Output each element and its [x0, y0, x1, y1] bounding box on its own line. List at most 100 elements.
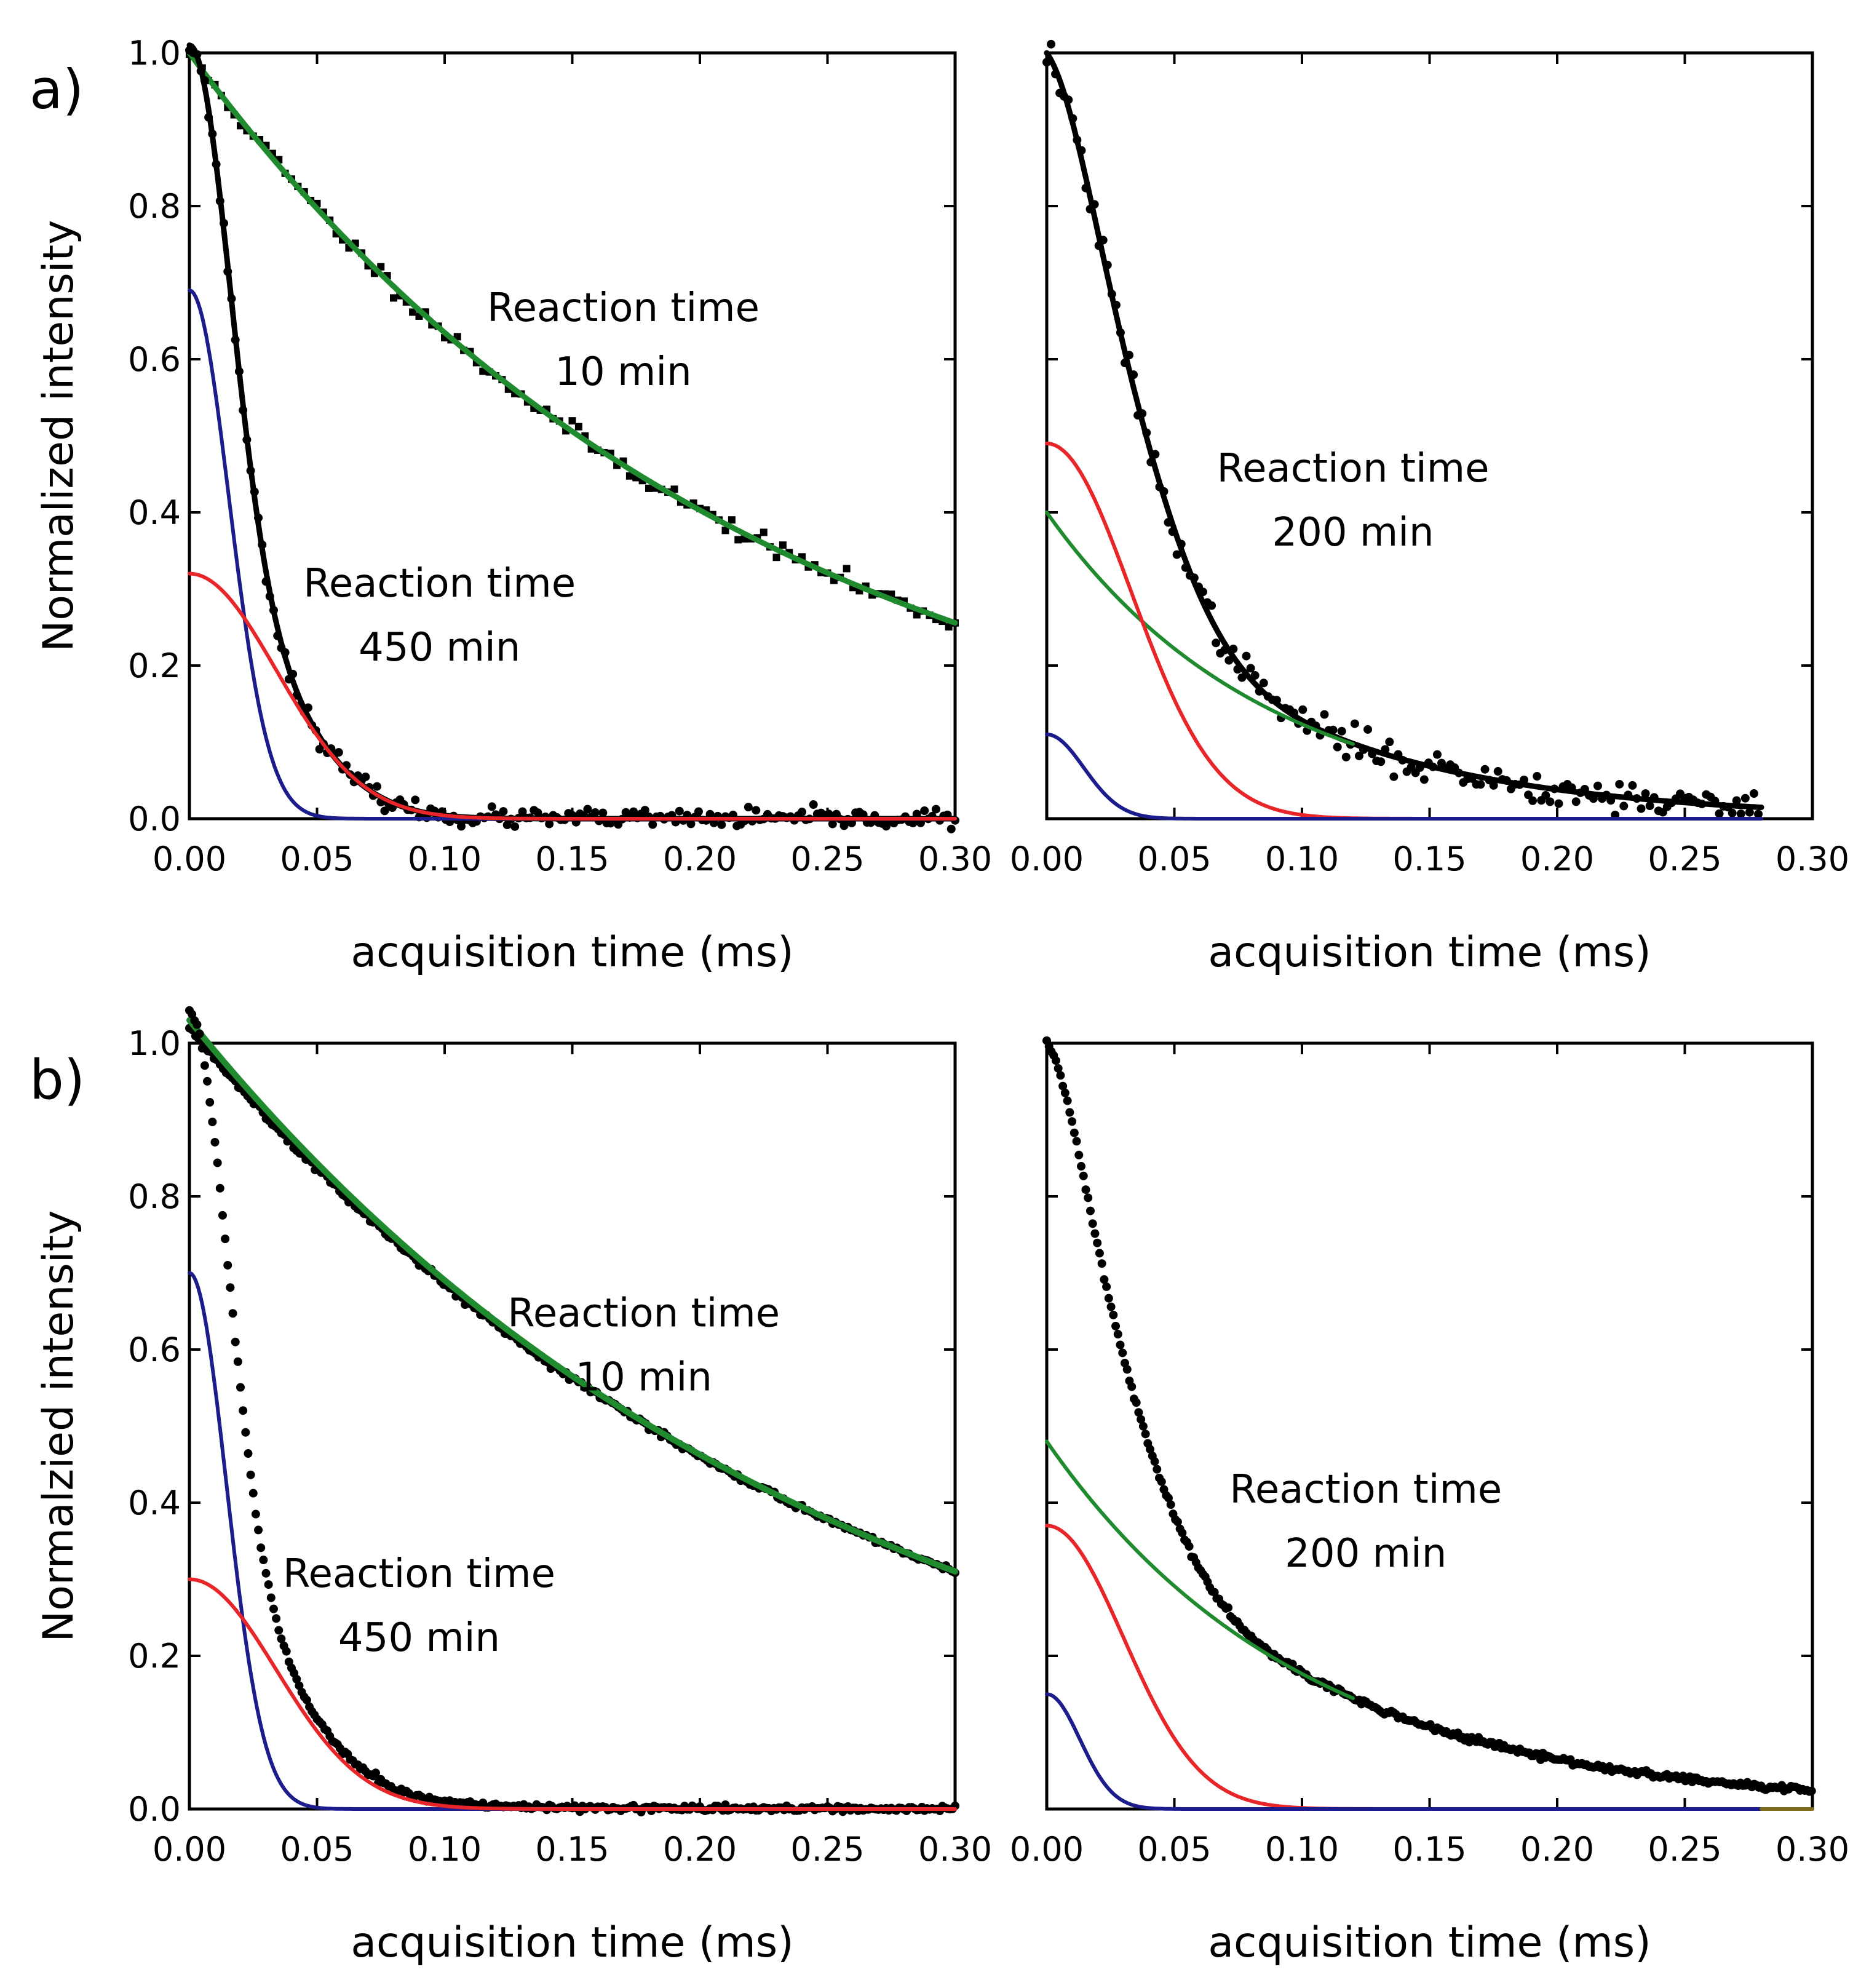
data-point — [568, 417, 576, 425]
data-point — [487, 802, 496, 811]
data-point — [1528, 796, 1538, 805]
panel-label: a) — [30, 58, 84, 121]
data-point — [574, 423, 582, 431]
data-point — [264, 1580, 273, 1589]
data-point — [1150, 1457, 1159, 1466]
data-point — [226, 1283, 235, 1292]
data-point — [675, 806, 684, 816]
data-point — [1184, 1542, 1194, 1551]
data-point — [411, 795, 420, 805]
data-point — [1118, 1348, 1127, 1358]
x-tick-label: 0.30 — [918, 840, 992, 878]
data-point — [195, 1029, 204, 1038]
data-point — [1065, 1108, 1074, 1117]
x-tick-label: 0.05 — [1137, 1830, 1211, 1869]
series-line-fit-200-min — [1044, 50, 1764, 810]
data-point — [248, 1489, 258, 1498]
x-tick-label: 0.05 — [1137, 840, 1211, 878]
x-tick-label: 0.15 — [1392, 840, 1466, 878]
y-tick-label: 0.2 — [128, 1637, 181, 1676]
data-point — [246, 1470, 255, 1479]
data-point — [1571, 797, 1581, 806]
data-point — [361, 772, 370, 781]
x-tick-label: 0.20 — [1520, 1830, 1594, 1869]
data-point — [254, 1525, 263, 1535]
data-point — [1628, 781, 1637, 790]
series-line-component-blue — [1045, 733, 1763, 821]
x-tick-label: 0.10 — [1265, 1830, 1339, 1869]
data-point — [1554, 799, 1563, 808]
series-line-fit-10-min — [186, 50, 958, 626]
data-point — [380, 806, 389, 816]
data-point — [629, 807, 638, 816]
data-point — [1097, 1259, 1106, 1268]
annotation-line1: Reaction time — [507, 1291, 780, 1337]
series-line-component-blue — [188, 1271, 957, 1811]
annotation-line1: Reaction time — [1229, 1467, 1502, 1513]
x-tick-label: 0.25 — [790, 1830, 864, 1869]
data-point — [223, 1260, 232, 1270]
data-point — [272, 1614, 281, 1623]
data-point — [228, 1309, 237, 1318]
data-point — [1419, 775, 1429, 784]
plot-frame — [1045, 1041, 1814, 1811]
data-point — [1593, 781, 1602, 790]
data-point — [1134, 1408, 1143, 1417]
chart-panel-1: 0.00 0.05 0.10 0.15 0.20 0.25 0.30 0.0 0.2 0.4 0.6… — [30, 34, 992, 977]
data-point — [1069, 1128, 1079, 1137]
data-point — [1637, 804, 1646, 813]
x-tick-label: 0.10 — [408, 840, 482, 878]
annotation-line1: Reaction time — [1217, 446, 1490, 491]
data-point — [1079, 1171, 1088, 1180]
data-point — [1480, 765, 1490, 774]
data-point — [1164, 1493, 1173, 1503]
data-point — [266, 1593, 276, 1602]
data-point — [843, 565, 851, 573]
data-point — [203, 1076, 212, 1086]
data-point — [1736, 809, 1745, 818]
plot-frame — [1045, 51, 1814, 821]
series-points-data-10-min — [186, 50, 959, 631]
data-point — [1102, 1282, 1111, 1291]
x-tick-label: 0.30 — [918, 1830, 992, 1869]
data-point — [1081, 1185, 1090, 1195]
data-point — [1074, 1150, 1084, 1159]
data-point — [302, 1695, 311, 1704]
data-point — [1546, 797, 1555, 806]
data-point — [1715, 809, 1724, 818]
x-tick-label: 0.30 — [1776, 840, 1849, 878]
data-point — [1754, 809, 1763, 819]
data-point — [1341, 752, 1351, 761]
annotation-line2: 450 min — [338, 1615, 500, 1661]
data-point — [1132, 1398, 1141, 1407]
data-point — [259, 1556, 268, 1565]
data-point — [1157, 1477, 1166, 1486]
series-line-fit-10-min — [186, 1017, 958, 1575]
data-point — [256, 1543, 266, 1553]
data-point — [1138, 1421, 1148, 1431]
annotation-line1: Reaction time — [283, 1551, 555, 1597]
data-point — [373, 782, 382, 791]
data-point — [456, 822, 466, 831]
data-point — [1363, 725, 1373, 734]
data-point — [231, 1337, 240, 1346]
data-point — [205, 1098, 215, 1107]
data-point — [1259, 678, 1268, 688]
data-point — [545, 819, 554, 829]
series-points-data-450-min — [185, 1006, 959, 1817]
x-tick-label: 0.20 — [1520, 840, 1594, 878]
data-point — [583, 805, 592, 814]
data-point — [1116, 1340, 1125, 1350]
data-point — [518, 807, 527, 816]
x-axis-title: acquisition time (ms) — [351, 928, 793, 977]
data-point — [1320, 710, 1329, 719]
data-point — [1137, 1415, 1146, 1424]
data-point — [1072, 1137, 1081, 1146]
data-point — [1077, 1162, 1086, 1171]
y-tick-label: 0.2 — [128, 646, 181, 685]
data-point — [1354, 751, 1363, 760]
series-line-component-red — [188, 571, 957, 821]
y-axis-title: Normalzied intensity — [34, 1210, 83, 1642]
x-tick-label: 0.15 — [1392, 1830, 1466, 1869]
